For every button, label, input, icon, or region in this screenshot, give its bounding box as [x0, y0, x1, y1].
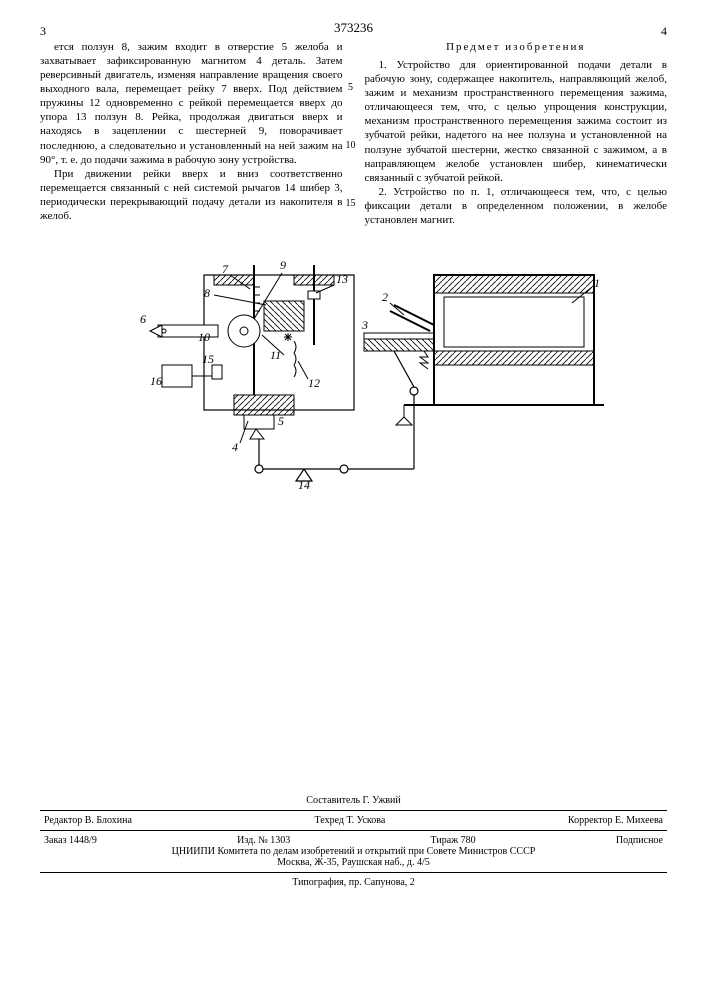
left-mechanism — [150, 265, 354, 439]
svg-text:9: 9 — [280, 258, 286, 272]
editor-label: Редактор В. Блохина — [44, 815, 132, 826]
column-left: 3 ется ползун 8, зажим входит в отверсти… — [40, 40, 343, 227]
page-num-left: 3 — [40, 24, 46, 39]
page-root: 373236 3 ется ползун 8, зажим входит в о… — [0, 0, 707, 1000]
mechanism-svg: 1 2 3 4 5 6 7 8 9 10 11 12 13 14 15 16 — [94, 245, 614, 535]
svg-text:2: 2 — [382, 290, 388, 304]
svg-text:15: 15 — [202, 352, 214, 366]
figure-diagram: 1 2 3 4 5 6 7 8 9 10 11 12 13 14 15 16 — [40, 245, 667, 535]
line-num-15: 15 — [343, 198, 359, 211]
page-num-right: 4 — [661, 24, 667, 39]
left-paragraph-2: При движении рейки вверх и вниз соответс… — [40, 167, 343, 223]
svg-text:11: 11 — [270, 348, 281, 362]
line-num-5: 5 — [343, 82, 359, 95]
print-line: Типография, пр. Сапунова, 2 — [40, 877, 667, 888]
svg-text:14: 14 — [298, 478, 310, 492]
podpis-label: Подписное — [616, 835, 663, 846]
credits-row: Редактор В. Блохина Техред Т. Ускова Кор… — [40, 815, 667, 826]
svg-text:3: 3 — [361, 318, 368, 332]
print-info-row: Заказ 1448/9 Изд. № 1303 Тираж 780 Подпи… — [40, 835, 667, 846]
svg-text:10: 10 — [198, 330, 210, 344]
left-paragraph-1: ется ползун 8, зажим входит в отверстие … — [40, 40, 343, 167]
org-line: ЦНИИПИ Комитета по делам изобретений и о… — [40, 846, 667, 857]
tirazh-label: Тираж 780 — [431, 835, 476, 846]
svg-text:5: 5 — [278, 414, 284, 428]
patent-number: 373236 — [40, 20, 667, 36]
svg-text:1: 1 — [594, 276, 600, 290]
line-num-10: 10 — [343, 140, 359, 153]
column-right: 4 5 10 15 Предмет изобретения 1. Устройс… — [365, 40, 668, 227]
svg-text:4: 4 — [232, 440, 238, 454]
izd-label: Изд. № 1303 — [237, 835, 290, 846]
text-columns: 3 ется ползун 8, зажим входит в отверсти… — [40, 40, 667, 227]
page-footer: Составитель Г. Ужвий Редактор В. Блохина… — [40, 795, 667, 888]
svg-text:7: 7 — [222, 262, 229, 276]
compiler-line: Составитель Г. Ужвий — [40, 795, 667, 806]
svg-text:16: 16 — [150, 374, 162, 388]
svg-text:8: 8 — [204, 286, 210, 300]
svg-text:13: 13 — [336, 272, 348, 286]
techred-label: Техред Т. Ускова — [315, 815, 386, 826]
order-label: Заказ 1448/9 — [44, 835, 97, 846]
addr-line: Москва, Ж-35, Раушская наб., д. 4/5 — [40, 857, 667, 868]
claim-1: 1. Устройство для ориентированной подачи… — [365, 58, 668, 185]
svg-text:6: 6 — [140, 312, 146, 326]
svg-text:12: 12 — [308, 376, 320, 390]
claim-2: 2. Устройство по п. 1, отличающееся тем,… — [365, 185, 668, 227]
corrector-label: Корректор Е. Михеева — [568, 815, 663, 826]
claims-heading: Предмет изобретения — [365, 40, 668, 54]
